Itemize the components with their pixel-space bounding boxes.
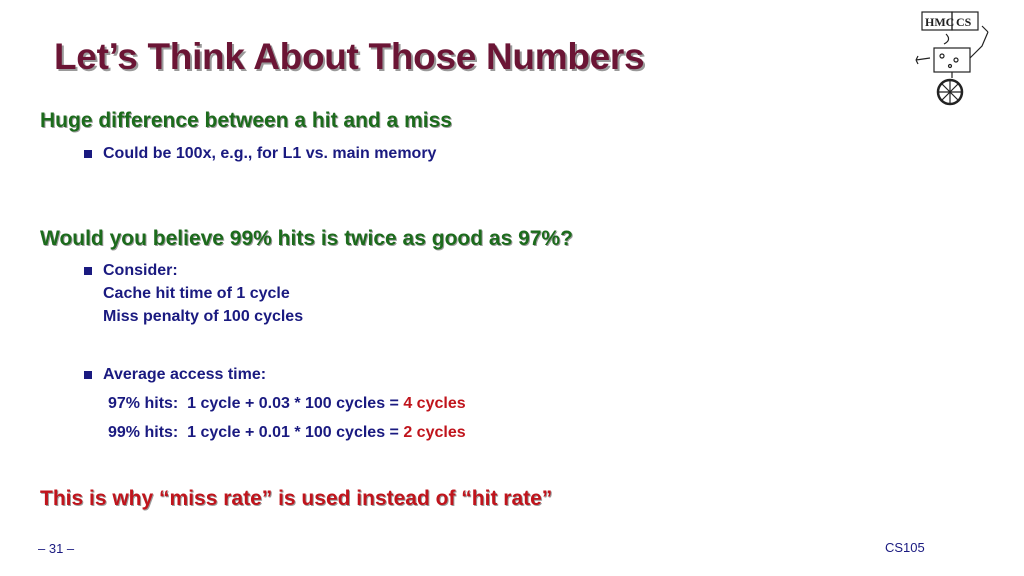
conclusion-text: This is why “miss rate” is used instead … (40, 487, 553, 510)
page-number: – 31 – (38, 541, 75, 556)
course-label: CS105 (885, 540, 925, 555)
consider-line: Consider: (103, 262, 178, 279)
logo-cs-text: CS (956, 15, 972, 29)
heading-hit-miss: Huge difference between a hit and a miss (40, 109, 452, 132)
calc-prefix: 97% hits: 1 cycle + 0.03 * 100 cycles = (108, 395, 404, 412)
consider-line: Miss penalty of 100 cycles (103, 308, 304, 325)
heading-99-vs-97: Would you believe 99% hits is twice as g… (40, 227, 573, 250)
bullet-icon (84, 371, 92, 379)
consider-block: Consider: Cache hit time of 1 cycle Miss… (103, 259, 303, 328)
calc-result: 4 cycles (403, 395, 466, 412)
slide-title: Let’s Think About Those Numbers (54, 36, 645, 77)
average-access-label: Average access time: (103, 366, 267, 383)
bullet-text-100x: Could be 100x, e.g., for L1 vs. main mem… (103, 145, 437, 162)
calc-line-97: 97% hits: 1 cycle + 0.03 * 100 cycles = … (108, 392, 466, 415)
calc-result: 2 cycles (403, 424, 466, 441)
logo-hmc-text: HMC (925, 15, 954, 29)
bullet-icon (84, 150, 92, 158)
bullet-icon (84, 267, 92, 275)
calc-prefix: 99% hits: 1 cycle + 0.01 * 100 cycles = (108, 424, 404, 441)
hmc-cs-logo: HMC CS (915, 11, 989, 106)
consider-line: Cache hit time of 1 cycle (103, 285, 290, 302)
calc-line-99: 99% hits: 1 cycle + 0.01 * 100 cycles = … (108, 421, 466, 444)
